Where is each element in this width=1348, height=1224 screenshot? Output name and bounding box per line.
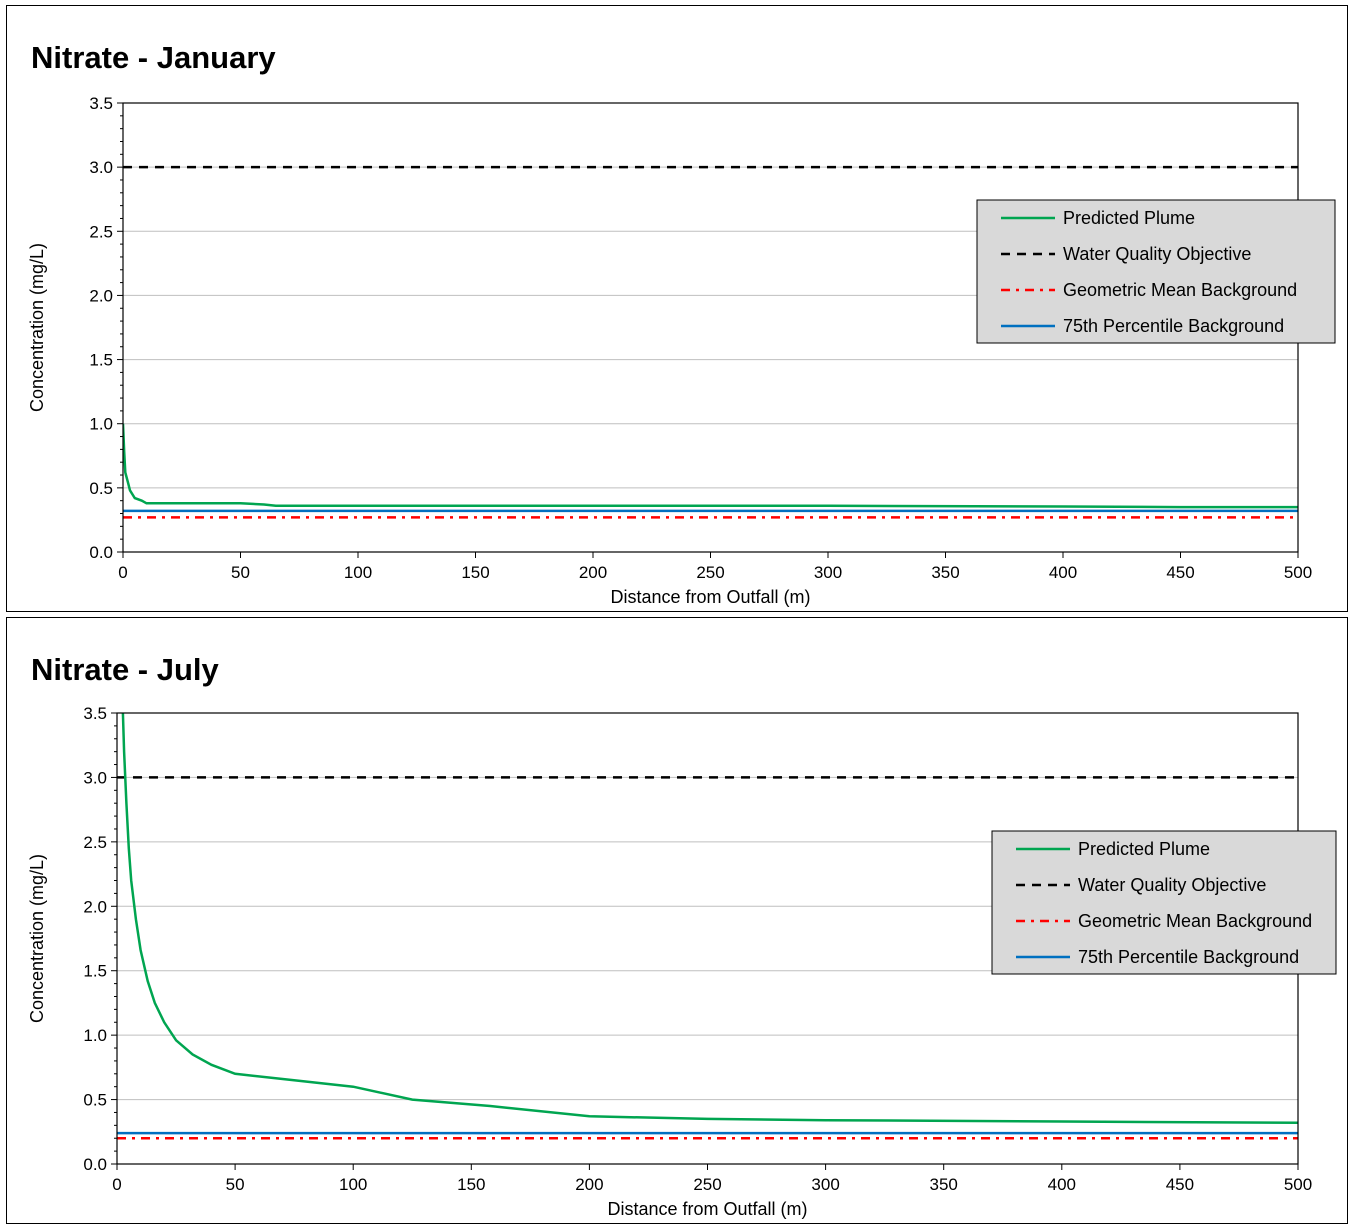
x-tick-label: 450: [1166, 1175, 1194, 1194]
y-tick-label: 0.5: [83, 1091, 107, 1110]
x-tick-label: 100: [339, 1175, 367, 1194]
y-tick-label: 2.5: [89, 222, 113, 241]
series-lines: [117, 713, 1298, 1140]
y-tick-label: 0.0: [89, 543, 113, 562]
y-tick-label: 1.5: [89, 351, 113, 370]
y-tick-label: 3.0: [83, 768, 107, 787]
legend-label: 75th Percentile Background: [1063, 316, 1284, 336]
x-tick-label: 400: [1048, 1175, 1076, 1194]
y-tick-label: 2.0: [89, 286, 113, 305]
x-tick-label: 250: [693, 1175, 721, 1194]
x-tick-label: 350: [931, 563, 959, 582]
y-tick-label: 2.5: [83, 833, 107, 852]
x-tick-label: 350: [930, 1175, 958, 1194]
y-tick-label: 1.5: [83, 962, 107, 981]
chart-panel-january: Nitrate - January 0.0 0.5 1.0 1.5 2.0 2.5 3.0 3…: [6, 5, 1348, 612]
x-tick-label: 150: [457, 1175, 485, 1194]
chart-panel-july: Nitrate - July 0.0 0.5 1.0 1.5 2.0 2.5 3.0 3.5 …: [6, 617, 1348, 1224]
y-tick-label: 0.5: [89, 479, 113, 498]
x-tick-label: 50: [226, 1175, 245, 1194]
x-tick-label: 150: [461, 563, 489, 582]
y-tick-label: 0.0: [83, 1155, 107, 1174]
x-axis-label: Distance from Outfall (m): [607, 1199, 807, 1219]
x-tick-label: 0: [112, 1175, 121, 1194]
chart-svg-july: Nitrate - July 0.00.51.01.52.02.53.03.5 …: [27, 652, 1337, 1219]
y-axis-label: Concentration (mg/L): [27, 854, 47, 1023]
legend-label: Predicted Plume: [1063, 208, 1195, 228]
y-tick-label: 2.0: [83, 897, 107, 916]
x-tick-label: 300: [811, 1175, 839, 1194]
legend-label: Water Quality Objective: [1063, 244, 1251, 264]
chart-title: Nitrate - January: [31, 40, 276, 75]
x-ticks: 0 50 100 150 200 250 300 350 400 450 500: [118, 552, 1312, 582]
series-line-predicted-plume: [123, 423, 1298, 509]
x-tick-label: 300: [814, 563, 842, 582]
x-tick-label: 250: [696, 563, 724, 582]
legend-label: Geometric Mean Background: [1078, 911, 1312, 931]
x-tick-label: 450: [1166, 563, 1194, 582]
legend: Predicted Plume Water Quality Objective Ge…: [991, 830, 1337, 975]
y-ticks: 0.0 0.5 1.0 1.5 2.0 2.5 3.0 3.5: [83, 704, 117, 1174]
x-axis-label: Distance from Outfall (m): [610, 587, 810, 607]
x-tick-label: 100: [344, 563, 372, 582]
x-tick-label: 0: [118, 563, 127, 582]
y-axis-label: Concentration (mg/L): [27, 243, 47, 412]
x-tick-label: 200: [579, 563, 607, 582]
series-line-predicted-plume: [121, 713, 1298, 1125]
y-tick-label: 3.5: [89, 94, 113, 113]
x-tick-label: 500: [1284, 1175, 1312, 1194]
legend-box: [976, 199, 1336, 344]
legend-label: 75th Percentile Background: [1078, 947, 1299, 967]
y-ticks: 0.0 0.5 1.0 1.5 2.0 2.5 3.0 3.5: [89, 94, 123, 562]
legend-label: Water Quality Objective: [1078, 875, 1266, 895]
series-lines: [123, 165, 1298, 519]
y-tick-label: 1.0: [89, 415, 113, 434]
y-tick-label: 3.5: [83, 704, 107, 723]
x-tick-label: 500: [1284, 563, 1312, 582]
y-tick-label: 1.0: [83, 1026, 107, 1045]
chart-title: Nitrate - July: [31, 652, 220, 687]
legend-box: [991, 830, 1337, 975]
chart-svg-january: Nitrate - January 0.0 0.5 1.0 1.5 2.0 2.5 3.0 3…: [27, 40, 1336, 607]
x-ticks: 0 50 100 150 200 250 300 350 400 450 500: [112, 1164, 1312, 1194]
legend-label: Predicted Plume: [1078, 839, 1210, 859]
x-tick-label: 400: [1049, 563, 1077, 582]
y-tick-label: 3.0: [89, 158, 113, 177]
x-tick-label: 50: [231, 563, 250, 582]
legend: Predicted Plume Water Quality Objective Ge…: [976, 199, 1336, 344]
legend-label: Geometric Mean Background: [1063, 280, 1297, 300]
x-tick-label: 200: [575, 1175, 603, 1194]
